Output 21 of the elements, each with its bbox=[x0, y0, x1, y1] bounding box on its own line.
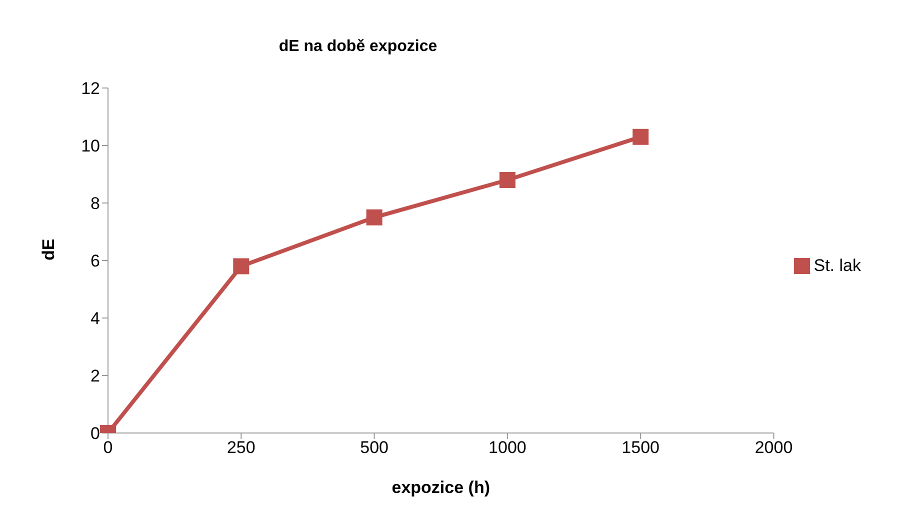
x-tick-label: 2000 bbox=[754, 438, 793, 458]
x-axis-title: expozice (h) bbox=[392, 478, 490, 497]
x-tick-label: 250 bbox=[226, 438, 256, 458]
point bbox=[233, 258, 250, 274]
y-tick-label: 6 bbox=[90, 252, 100, 271]
chart-title: dE na době expozice bbox=[278, 38, 438, 56]
x-tick-label: 500 bbox=[360, 438, 388, 458]
point bbox=[366, 209, 382, 226]
point bbox=[499, 172, 516, 188]
point bbox=[632, 128, 649, 145]
x-tick-label: 0 bbox=[103, 438, 113, 458]
x-tick-label: 1500 bbox=[622, 438, 660, 458]
y-tick-label: 2 bbox=[90, 366, 100, 386]
y-tick-label: 12 bbox=[81, 79, 100, 98]
y-tick-label: 4 bbox=[90, 309, 100, 328]
y-tick-label: 0 bbox=[90, 424, 100, 444]
legend-label: St. lak bbox=[814, 256, 861, 274]
y-tick-label: 10 bbox=[81, 136, 100, 156]
x-tick-label: 1000 bbox=[488, 438, 526, 458]
y-tick-label: 8 bbox=[90, 194, 100, 214]
y-axis-title: dE bbox=[39, 238, 58, 260]
